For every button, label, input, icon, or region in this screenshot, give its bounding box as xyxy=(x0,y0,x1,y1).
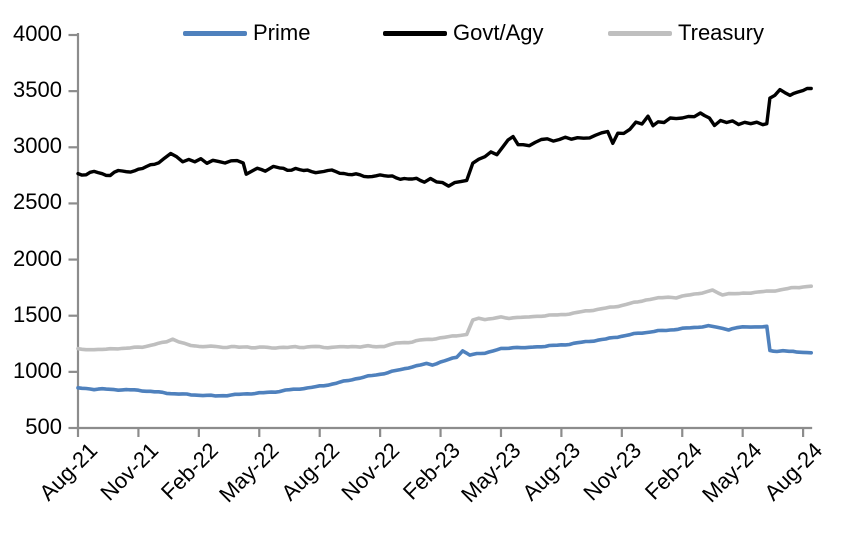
y-axis-tick-label: 3000 xyxy=(13,133,62,159)
y-axis-tick-label: 1500 xyxy=(13,301,62,327)
legend-item-govt-agy: Govt/Agy xyxy=(383,20,543,46)
legend-label-govt-agy: Govt/Agy xyxy=(453,20,544,45)
series-line-treasury xyxy=(76,284,813,352)
legend-item-treasury: Treasury xyxy=(608,20,764,46)
y-axis-tick-label: 2000 xyxy=(13,245,62,271)
series-line-govt-agy xyxy=(76,86,813,188)
legend-label-treasury: Treasury xyxy=(678,20,764,45)
legend-item-prime: Prime xyxy=(183,20,310,46)
series-line-prime xyxy=(76,323,813,398)
legend-swatch-treasury xyxy=(608,30,672,36)
y-axis-tick-label: 500 xyxy=(25,414,62,439)
legend-label-prime: Prime xyxy=(253,20,311,45)
y-axis-tick-label: 3500 xyxy=(13,77,62,103)
legend-swatch-prime xyxy=(183,30,247,36)
y-axis-tick-label: 2500 xyxy=(13,189,62,215)
y-axis-tick-label: 1000 xyxy=(13,357,62,383)
legend-swatch-govt-agy xyxy=(383,30,447,36)
y-axis-tick-label: 4000 xyxy=(13,21,62,46)
